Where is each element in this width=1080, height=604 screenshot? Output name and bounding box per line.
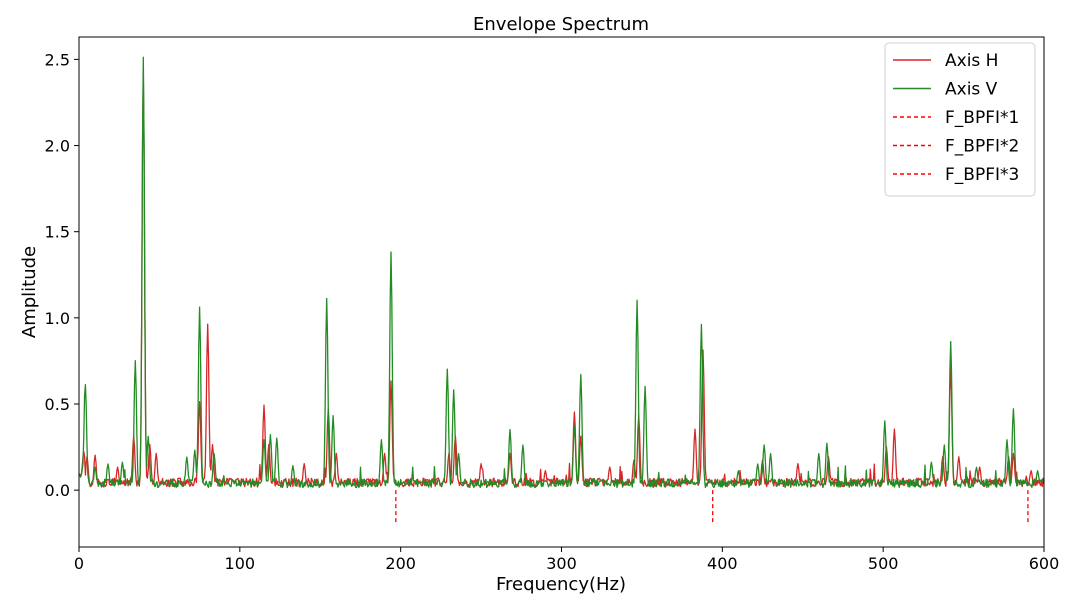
legend-label: Axis V [945, 80, 998, 100]
y-tick-label: 0.0 [45, 481, 70, 500]
x-axis-label: Frequency(Hz) [496, 574, 626, 595]
series-line-axis-v [78, 56, 1045, 489]
x-tick-label: 400 [707, 554, 738, 573]
legend: Axis H Axis V F_BPFI*1 F_BPFI*2 F_BPFI*3 [884, 42, 1036, 197]
x-tick-label: 300 [546, 554, 577, 573]
x-tick-label: 200 [385, 554, 416, 573]
y-tick-label: 2.5 [45, 50, 70, 69]
x-axis: 0 100 200 300 400 500 600 [74, 547, 1059, 573]
y-tick-label: 1.0 [45, 309, 70, 328]
legend-label: Axis H [945, 51, 998, 71]
x-tick-label: 600 [1029, 554, 1060, 573]
y-axis: 0.0 0.5 1.0 1.5 2.0 2.5 [45, 50, 79, 500]
legend-label: F_BPFI*1 [945, 108, 1019, 128]
legend-label: F_BPFI*2 [945, 137, 1019, 157]
y-tick-label: 2.0 [45, 137, 70, 156]
legend-label: F_BPFI*3 [945, 165, 1019, 185]
chart-title: Envelope Spectrum [473, 14, 649, 35]
y-axis-label: Amplitude [19, 246, 40, 338]
x-tick-label: 100 [225, 554, 256, 573]
legend-box [884, 42, 1036, 197]
y-tick-label: 1.5 [45, 223, 70, 242]
x-tick-label: 0 [74, 554, 84, 573]
y-tick-label: 0.5 [45, 395, 70, 414]
x-tick-label: 500 [868, 554, 899, 573]
data-layer [78, 56, 1045, 525]
